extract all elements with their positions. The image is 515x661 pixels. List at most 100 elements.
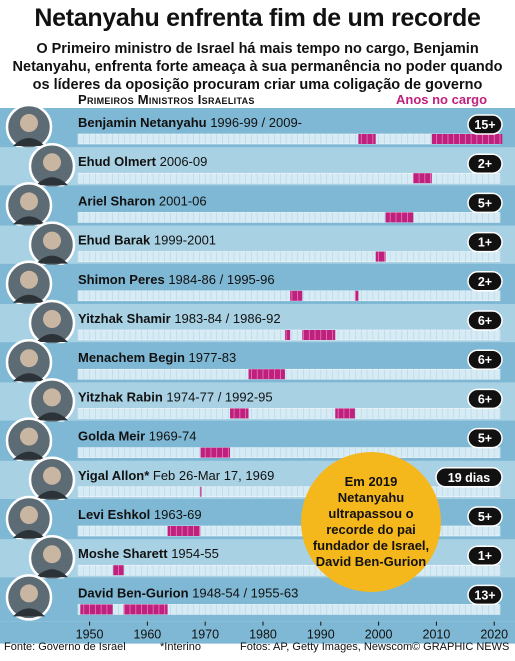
footer-photos: Fotos: AP, Getty Images, Newscom <box>240 641 413 653</box>
portrait-shoulders <box>36 490 68 499</box>
pm-name: Ehud Olmert 2006-09 <box>78 154 207 169</box>
pm-name-text: Shimon Peres <box>78 272 168 287</box>
portrait-face <box>43 153 61 172</box>
term-bar <box>167 526 201 536</box>
portrait-shoulders <box>13 294 45 303</box>
portrait-face <box>43 545 61 564</box>
years-badge <box>467 388 503 410</box>
pm-name-text: Benjamin Netanyahu <box>78 115 210 130</box>
x-axis-tick-label: 1960 <box>133 628 161 642</box>
portrait-shoulders <box>13 530 45 538</box>
portrait-shoulders <box>13 216 45 225</box>
pm-name: Yitzhak Rabin 1974-77 / 1992-95 <box>78 389 273 404</box>
pm-name-text: David Ben-Gurion <box>78 585 192 600</box>
pm-name: Benjamin Netanyahu 1996-99 / 2009- <box>78 115 302 130</box>
pm-row: Ariel Sharon 2001-06 5+ <box>0 182 515 229</box>
years-badge <box>467 192 503 214</box>
pm-name-text: Yitzhak Rabin <box>78 389 166 404</box>
years-in-office-label: Anos no cargo <box>396 92 488 107</box>
pm-period: 1983-84 / 1986-92 <box>174 311 280 326</box>
pm-period: 1984-86 / 1995-96 <box>168 272 274 287</box>
pm-period: Feb 26-Mar 17, 1969 <box>153 468 274 483</box>
pm-row: Yigal Allon* Feb 26-Mar 17, 1969 19 dias <box>0 456 515 504</box>
pm-name: Moshe Sharett 1954-55 <box>78 546 219 561</box>
pm-name: David Ben-Gurion 1948-54 / 1955-63 <box>78 585 298 600</box>
portrait-face <box>43 231 61 250</box>
pm-period: 2006-09 <box>160 154 208 169</box>
portrait-face <box>20 270 38 289</box>
x-axis-tick-label: 1970 <box>191 628 219 642</box>
years-badge-text: 13+ <box>474 588 495 602</box>
pm-period: 1963-69 <box>154 507 202 522</box>
years-badge-text: 1+ <box>478 549 492 563</box>
years-badge-text: 6+ <box>478 314 492 328</box>
pm-name-text: Menachem Begin <box>78 350 189 365</box>
years-badge-text: 6+ <box>478 353 492 367</box>
term-bar <box>290 290 303 301</box>
portrait-face <box>20 584 38 603</box>
term-bar <box>413 173 432 184</box>
term-bar <box>200 447 231 458</box>
term-bar <box>123 604 168 615</box>
portrait-shoulders <box>13 373 45 382</box>
pm-row: David Ben-Gurion 1948-54 / 1955-63 13+ <box>0 574 515 621</box>
pm-name: Ehud Barak 1999-2001 <box>78 233 216 248</box>
x-axis-tick-label: 2010 <box>423 628 451 642</box>
years-badge <box>467 231 503 253</box>
page-subtitle: O Primeiro ministro de Israel há mais te… <box>12 41 503 93</box>
years-badge <box>467 545 503 566</box>
portrait-shoulders <box>36 412 68 421</box>
years-badge <box>467 349 503 370</box>
years-badge <box>467 310 503 331</box>
pm-period: 2001-06 <box>159 193 207 208</box>
footer-source: Fonte: Governo de Israel <box>4 641 126 653</box>
portrait-face <box>20 506 38 524</box>
pm-name: Ariel Sharon 2001-06 <box>78 193 207 208</box>
portrait-shoulders <box>36 255 68 264</box>
years-badge-text: 19 dias <box>448 471 490 485</box>
pm-row: Golda Meir 1969-74 5+ <box>0 417 515 464</box>
pm-name: Golda Meir 1969-74 <box>78 429 197 444</box>
x-axis-tick-label: 1950 <box>76 628 104 642</box>
pm-row: Menachem Begin 1977-83 6+ <box>0 338 515 386</box>
page-title: Netanyahu enfrenta fim de um recorde <box>34 4 481 32</box>
portrait-shoulders <box>36 177 68 186</box>
pm-row: Ehud Barak 1999-2001 1+ <box>0 221 515 268</box>
years-badge-text: 5+ <box>478 510 492 524</box>
footer-credit: © GRAPHIC NEWS <box>412 641 510 653</box>
pm-name-text: Yigal Allon* <box>78 468 153 483</box>
pm-row: Yitzhak Rabin 1974-77 / 1992-95 6+ <box>0 378 515 425</box>
pm-row: Yitzhak Shamir 1983-84 / 1986-92 6+ <box>0 299 515 347</box>
pm-period: 1996-99 / 2009- <box>210 115 302 130</box>
pm-name-text: Moshe Sharett <box>78 546 171 561</box>
term-bar <box>385 212 414 223</box>
portrait-face <box>43 310 61 328</box>
years-badge <box>435 467 503 488</box>
term-bar <box>230 408 249 419</box>
section-title: Primeiros Ministros Israelitas <box>78 92 255 107</box>
years-badge <box>467 584 503 606</box>
axis-band <box>0 621 515 644</box>
term-bar <box>431 134 503 144</box>
portrait-shoulders <box>36 569 68 578</box>
portrait-shoulders <box>13 138 45 146</box>
years-badge-text: 5+ <box>478 196 492 210</box>
pm-period: 1969-74 <box>149 429 197 444</box>
term-bar <box>80 604 113 615</box>
portrait-face <box>43 466 61 485</box>
pm-name-text: Golda Meir <box>78 429 149 444</box>
pm-name: Yigal Allon* Feb 26-Mar 17, 1969 <box>78 468 274 483</box>
pm-name: Yitzhak Shamir 1983-84 / 1986-92 <box>78 311 281 326</box>
x-axis-tick-label: 2020 <box>480 628 508 642</box>
years-badge-text: 1+ <box>478 236 492 250</box>
pm-period: 1977-83 <box>189 350 237 365</box>
pm-name: Menachem Begin 1977-83 <box>78 350 236 365</box>
portrait-shoulders <box>13 608 45 617</box>
years-badge <box>467 427 503 449</box>
term-bar <box>248 369 285 380</box>
pm-name-text: Ehud Olmert <box>78 154 160 169</box>
years-badge <box>467 153 503 174</box>
record-callout-text: Em 2019 Netanyahu ultrapassou o recorde … <box>312 474 430 569</box>
portrait-face <box>20 114 38 132</box>
years-badge-text: 15+ <box>474 118 495 132</box>
